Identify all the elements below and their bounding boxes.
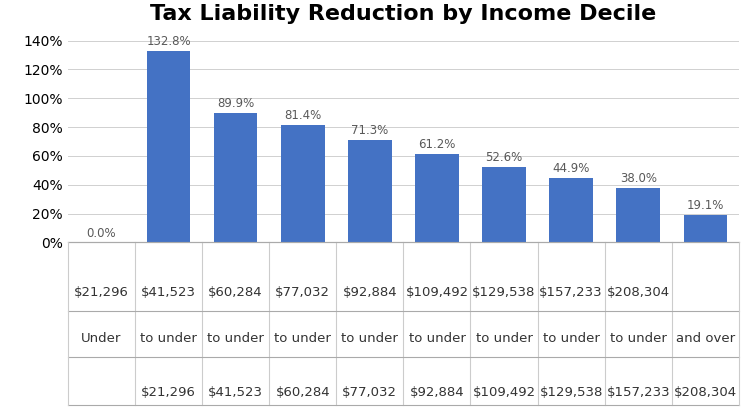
Text: $208,304: $208,304 <box>607 286 670 299</box>
Text: Under: Under <box>81 332 121 345</box>
Bar <box>214 113 257 242</box>
Bar <box>281 125 324 242</box>
Text: $157,233: $157,233 <box>606 386 670 400</box>
Text: to under: to under <box>274 332 331 345</box>
Text: to under: to under <box>610 332 667 345</box>
Text: to under: to under <box>409 332 465 345</box>
Bar <box>550 178 593 242</box>
Text: $41,523: $41,523 <box>208 386 263 400</box>
Text: $41,523: $41,523 <box>141 286 196 299</box>
Text: and over: and over <box>676 332 735 345</box>
Text: $129,538: $129,538 <box>472 286 536 299</box>
Text: $109,492: $109,492 <box>406 286 468 299</box>
Bar <box>684 215 727 242</box>
Text: 81.4%: 81.4% <box>284 109 321 122</box>
Text: $60,284: $60,284 <box>208 286 263 299</box>
Bar <box>348 140 391 242</box>
Text: $60,284: $60,284 <box>275 386 330 400</box>
Title: Tax Liability Reduction by Income Decile: Tax Liability Reduction by Income Decile <box>150 3 657 23</box>
Text: 19.1%: 19.1% <box>687 199 724 212</box>
Text: $77,032: $77,032 <box>275 286 330 299</box>
Text: 89.9%: 89.9% <box>217 97 254 110</box>
Bar <box>617 188 660 242</box>
Text: 38.0%: 38.0% <box>620 172 657 185</box>
Text: 132.8%: 132.8% <box>146 35 191 48</box>
Text: to under: to under <box>207 332 264 345</box>
Text: 44.9%: 44.9% <box>553 162 590 175</box>
Bar <box>147 51 190 242</box>
Text: $208,304: $208,304 <box>674 386 737 400</box>
Text: $129,538: $129,538 <box>539 386 603 400</box>
Text: 61.2%: 61.2% <box>418 138 455 151</box>
Text: $77,032: $77,032 <box>342 386 397 400</box>
Text: to under: to under <box>543 332 599 345</box>
Text: 71.3%: 71.3% <box>351 124 388 137</box>
Text: $109,492: $109,492 <box>473 386 535 400</box>
Text: $92,884: $92,884 <box>342 286 397 299</box>
Text: $157,233: $157,233 <box>539 286 603 299</box>
Text: 52.6%: 52.6% <box>486 151 523 164</box>
Text: to under: to under <box>140 332 197 345</box>
Text: $21,296: $21,296 <box>141 386 196 400</box>
Bar <box>415 154 458 242</box>
Text: $92,884: $92,884 <box>409 386 464 400</box>
Text: to under: to under <box>476 332 532 345</box>
Bar <box>483 167 526 242</box>
Text: to under: to under <box>342 332 398 345</box>
Text: 0.0%: 0.0% <box>87 227 116 240</box>
Text: $21,296: $21,296 <box>74 286 129 299</box>
